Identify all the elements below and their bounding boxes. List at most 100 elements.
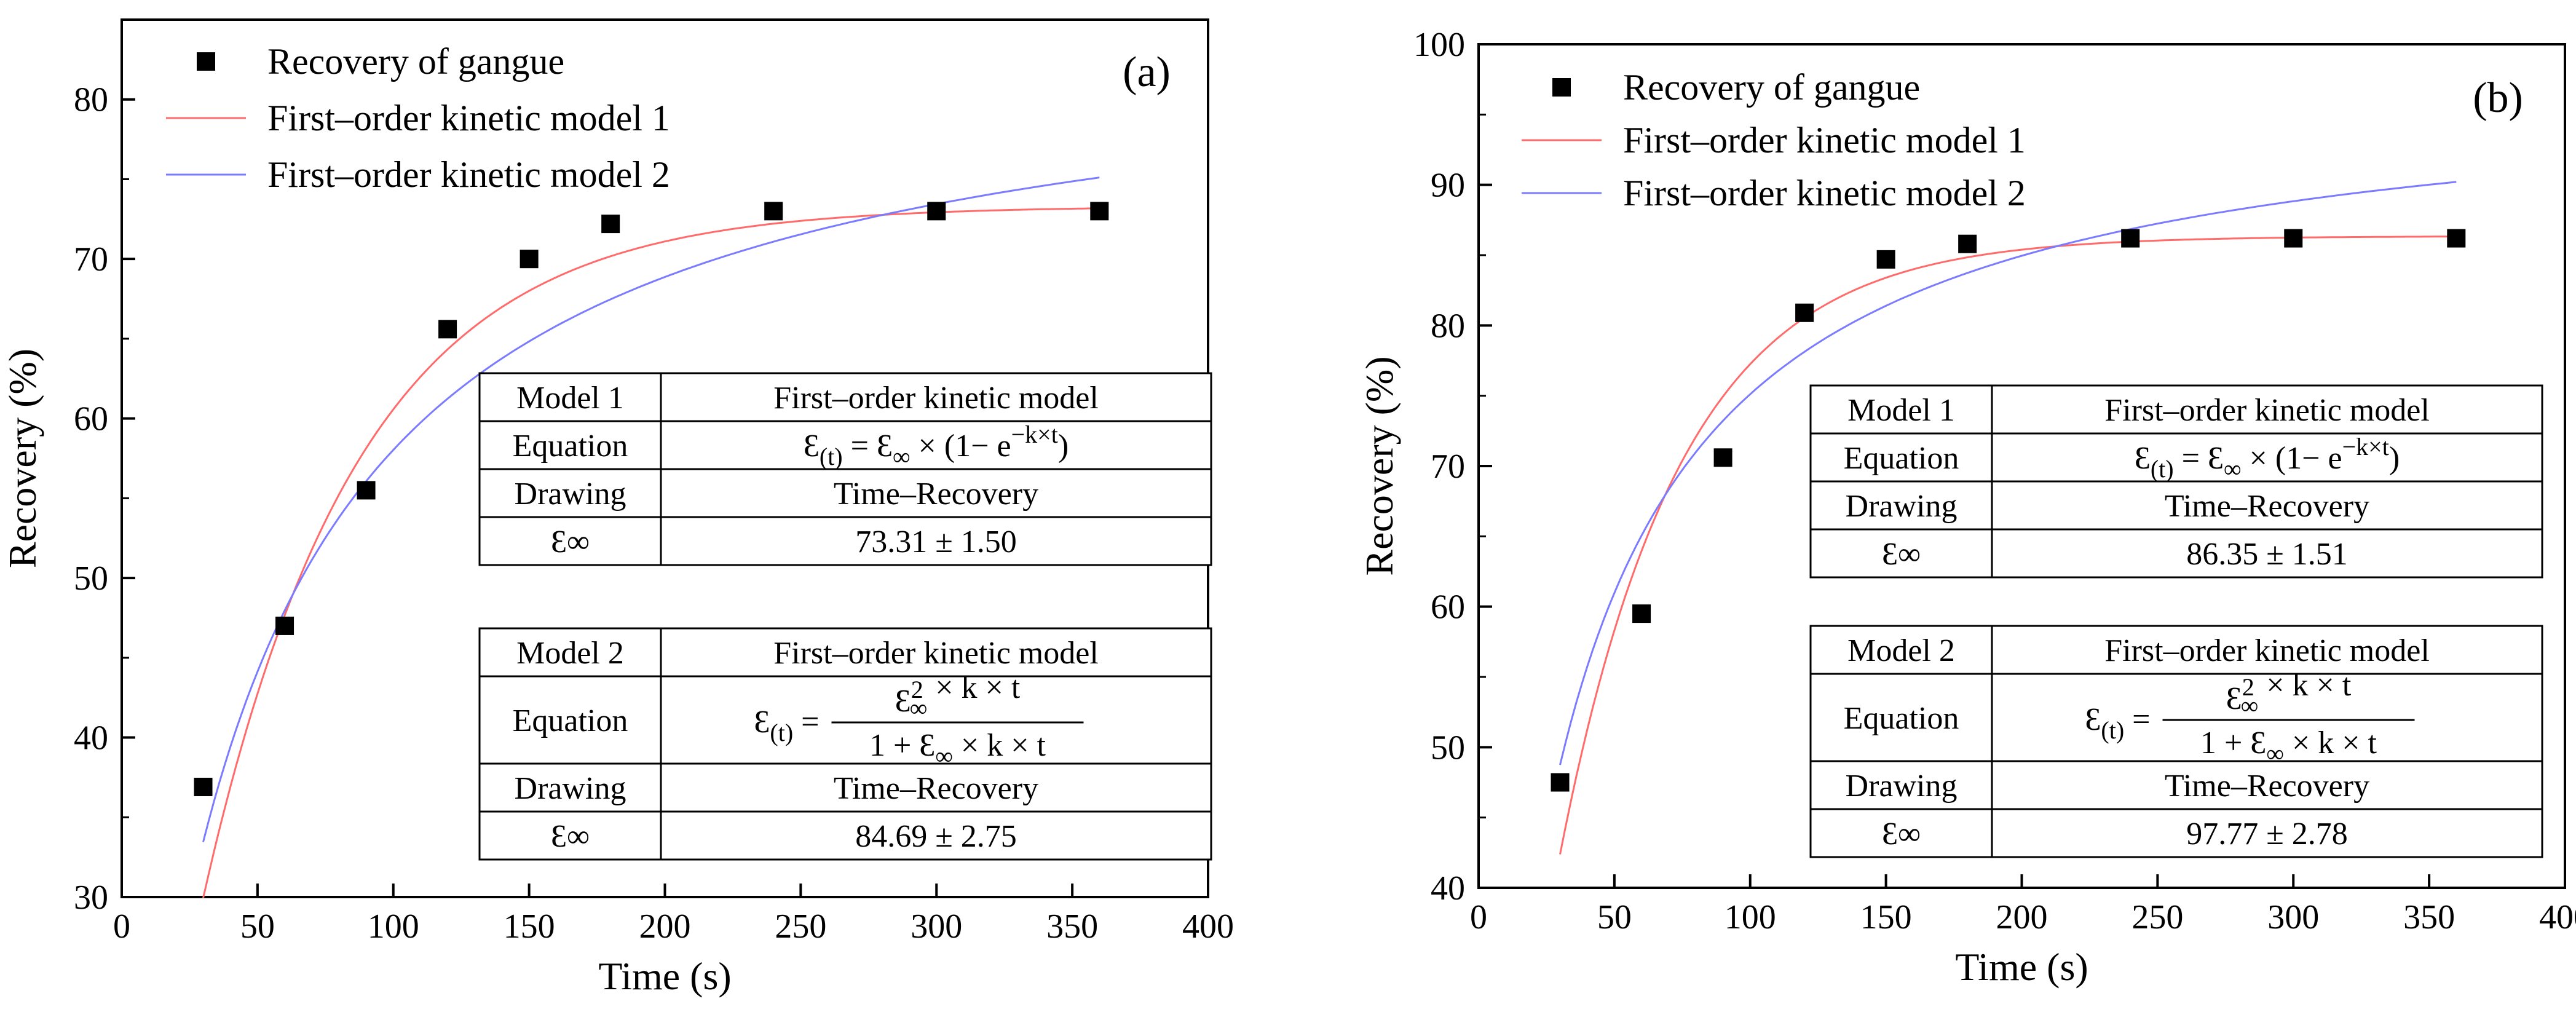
y-tick-label: 40 [1431,869,1465,907]
table-einf-label: Ɛ∞ [1882,537,1921,572]
legend-entry: Recovery of gangue [1623,67,1920,108]
table-drawing-label: Drawing [515,771,626,806]
table-einf-value: 86.35 ± 1.51 [2186,537,2348,572]
table-equation-label: Equation [513,429,628,464]
data-point [1795,303,1814,322]
y-axis-label: Recovery (%) [1357,356,1401,575]
data-point [1551,773,1570,792]
equation-model-1: Ɛ(t) = Ɛ∞ × (1− e−k×t) [2135,433,2400,483]
table-einf-value: 73.31 ± 1.50 [855,524,1017,559]
legend-entry: First–order kinetic model 1 [267,98,670,138]
y-tick-label: 70 [1431,448,1465,486]
x-tick-label: 400 [1182,907,1234,946]
table-model-type: First–order kinetic model [2104,393,2430,428]
x-tick-label: 150 [1860,898,1912,936]
y-tick-label: 70 [74,240,108,279]
equation-model-2-denominator: 1 + Ɛ∞ × k × t [869,728,1046,770]
x-tick-label: 350 [2403,898,2455,936]
x-tick-label: 400 [2539,898,2576,936]
x-tick-label: 150 [504,907,555,946]
panel-label: (a) [1123,49,1171,96]
y-tick-label: 60 [74,400,108,438]
data-point [357,481,376,500]
table-einf-value: 84.69 ± 2.75 [855,819,1017,854]
table-drawing-label: Drawing [1846,769,1958,804]
data-point [1090,202,1109,221]
y-tick-label: 30 [74,879,108,917]
data-point [1876,250,1895,269]
model-table: Model 1 First–order kinetic model Equation… [478,372,1212,566]
x-tick-label: 0 [1470,898,1487,936]
legend-entry: First–order kinetic model 2 [267,154,670,195]
panel-b: 0 50 100 150 200 250 300 350 400 40 50 60 70 80 90 100 T… [1357,26,2576,989]
model-1-curve [1559,235,2457,855]
data-point [764,202,783,221]
table-einf-value: 97.77 ± 2.78 [2186,816,2348,852]
model-2-curve [202,176,1100,842]
data-point [438,320,457,339]
table-model-name: Model 1 [1847,393,1955,428]
x-tick-label: 250 [2132,898,2183,936]
data-point [275,616,294,635]
table-model-name: Model 1 [516,381,624,416]
equation-model-2-lhs: Ɛ(t) = [754,705,819,746]
table-einf-label: Ɛ∞ [551,524,590,559]
table-model-type: First–order kinetic model [2104,633,2430,668]
table-einf-label: Ɛ∞ [1882,816,1921,852]
table-drawing-value: Time–Recovery [834,476,1038,512]
table-equation-label: Equation [513,703,628,738]
model-table: Model 2 First–order kinetic model Equation… [1809,625,2543,858]
panel-a: 0 50 100 150 200 250 300 350 400 30 40 50 60 70 80 Time… [1,18,1234,998]
model-2-curve [1559,181,2457,765]
x-tick-label: 300 [911,907,962,946]
table-drawing-value: Time–Recovery [834,771,1038,806]
table-model-name: Model 2 [516,636,624,671]
x-tick-label: 200 [1996,898,2048,936]
model-table: Model 2 First–order kinetic model Equation… [478,627,1212,861]
table-equation-label: Equation [1844,701,1959,736]
y-tick-label: 50 [74,559,108,598]
table-border [478,627,1212,861]
table-model-type: First–order kinetic model [773,381,1099,416]
equation-model-2-numerator: Ɛ2 ∞ × k × t [895,670,1021,722]
data-point [601,215,620,234]
table-drawing-value: Time–Recovery [2165,489,2369,524]
equation-model-2-numerator: Ɛ2 ∞ × k × t [2226,668,2352,719]
x-tick-label: 50 [240,907,275,946]
x-tick-label: 250 [775,907,826,946]
x-tick-label: 300 [2267,898,2319,936]
data-point [1632,604,1651,623]
equation-model-2-denominator: 1 + Ɛ∞ × k × t [2200,725,2377,767]
table-drawing-label: Drawing [1846,489,1958,524]
y-tick-label: 80 [1431,307,1465,345]
data-point [1958,234,1977,253]
legend-entry: First–order kinetic model 1 [1623,120,2026,160]
table-model-type: First–order kinetic model [773,636,1099,671]
y-tick-label: 80 [74,81,108,119]
data-point [1713,448,1732,467]
equation-model-2-lhs: Ɛ(t) = [2085,702,2150,744]
table-equation-label: Equation [1844,441,1959,476]
equation-model-1: Ɛ(t) = Ɛ∞ × (1− e−k×t) [804,421,1069,470]
x-tick-label: 100 [368,907,419,946]
panel-label: (b) [2473,74,2523,122]
x-tick-label: 50 [1597,898,1632,936]
y-tick-label: 50 [1431,729,1465,767]
y-tick-label: 90 [1431,167,1465,205]
legend-marker-gangue [197,52,215,71]
data-point [2447,229,2466,248]
x-tick-label: 0 [113,907,130,946]
data-point [927,202,946,221]
table-drawing-value: Time–Recovery [2165,769,2369,804]
x-axis-label: Time (s) [1955,945,2088,989]
table-einf-label: Ɛ∞ [551,819,590,854]
data-point [520,250,539,269]
x-tick-label: 350 [1046,907,1098,946]
legend-marker-gangue [1552,78,1571,97]
data-point [2121,229,2140,248]
data-point [194,777,213,796]
table-model-name: Model 2 [1847,633,1955,668]
y-tick-label: 100 [1413,26,1465,64]
y-axis-label: Recovery (%) [1,349,44,568]
